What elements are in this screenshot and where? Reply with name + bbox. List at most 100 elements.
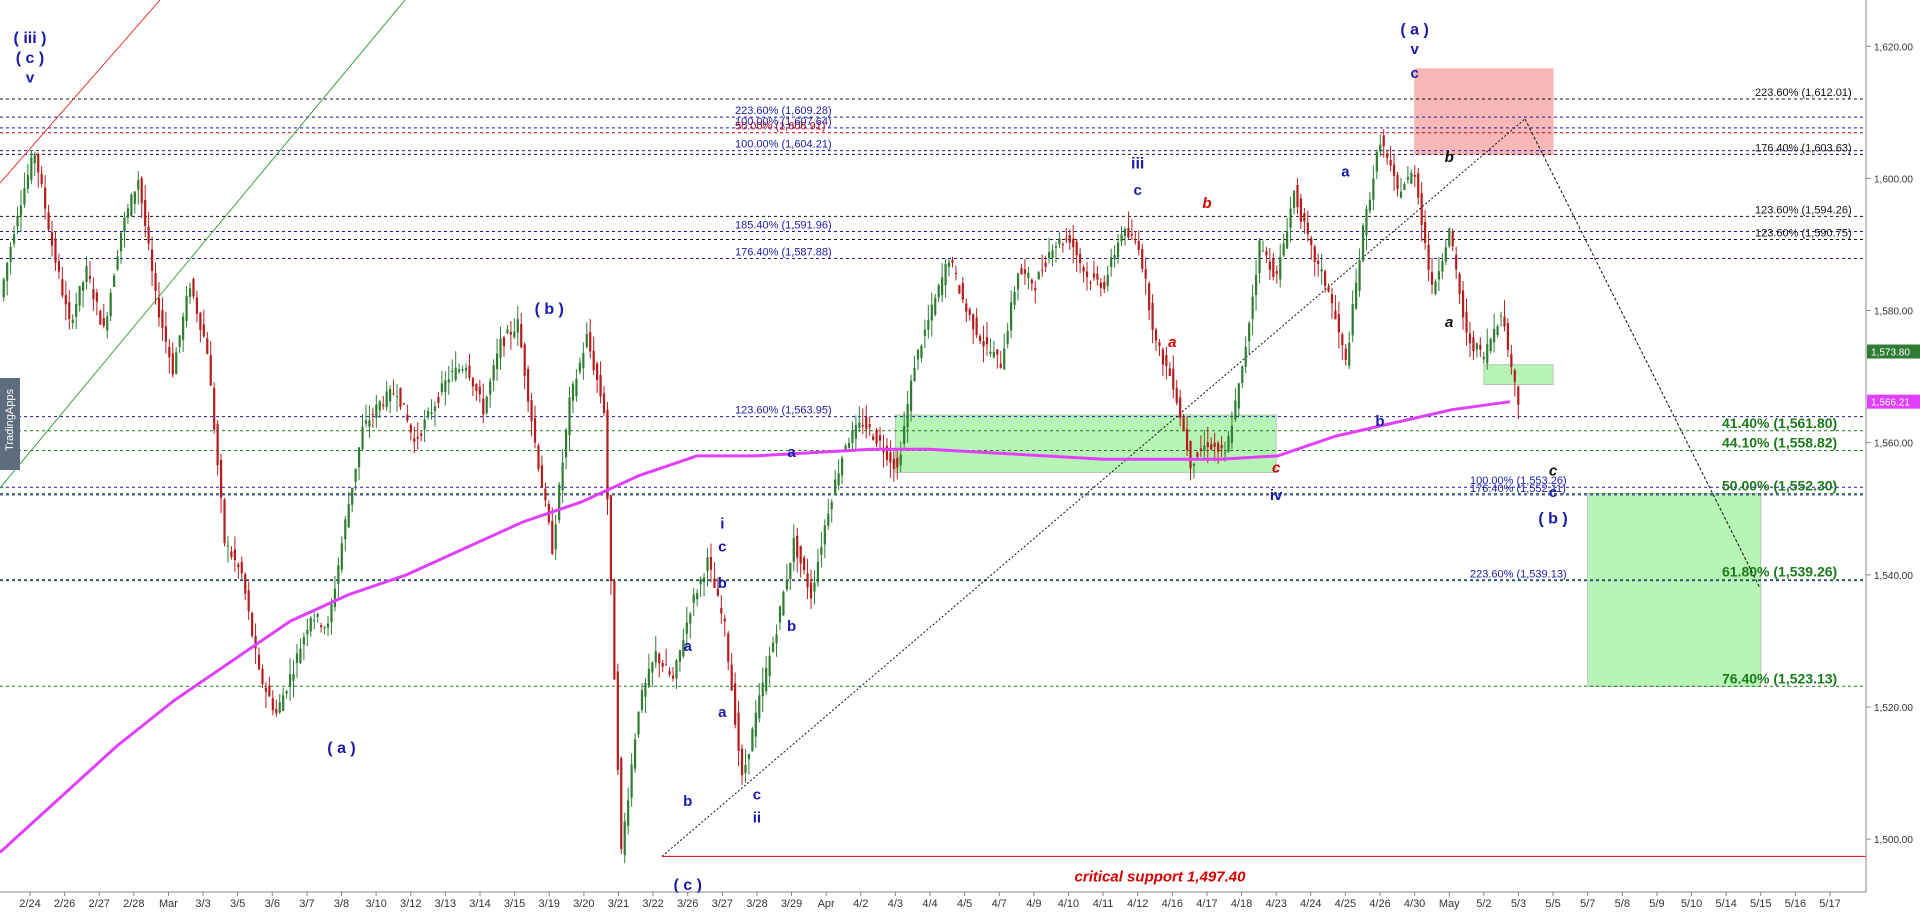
candle-body [1148,283,1151,311]
candle-body [768,655,771,676]
price-tick-label: 1,580.00 [1874,307,1913,318]
candle-body [116,256,119,270]
candle-body [875,429,878,444]
price-tick-label: 1,520.00 [1874,703,1913,714]
candle-body [1099,282,1102,288]
candle-body [699,578,702,585]
candle-body [137,180,140,190]
candle-body [1248,323,1251,342]
candle-body [1172,368,1175,390]
candle-body [295,653,299,663]
candle-body [1506,323,1510,350]
candle-body [589,332,592,352]
candle-body [813,582,816,592]
candle-body [1351,304,1354,336]
candle-body [375,404,378,418]
time-tick-label: 2/26 [54,898,75,910]
wave-label: c [718,539,726,556]
time-tick-label: 3/10 [365,898,386,910]
candle-body [399,387,402,407]
wave-label: a [787,444,796,461]
candle-body [854,425,857,439]
candle-body [1013,291,1016,305]
candle-body [95,292,98,302]
candle-body [447,379,450,383]
candle-body [1010,302,1013,331]
candle-body [647,668,650,687]
candle-body [540,465,544,489]
wave-label: iv [1270,487,1283,504]
wave-label: ( b ) [1538,510,1567,527]
candle-body [1254,275,1258,295]
candle-body [219,460,223,498]
candle-body [264,687,268,692]
candle-body [275,709,278,714]
candle-body [1103,281,1106,289]
time-tick-label: 3/7 [299,898,314,910]
candle-body [1082,267,1085,272]
candle-body [1417,173,1420,198]
candle-body [16,215,19,227]
candle-body [354,468,357,483]
candle-body [206,338,209,354]
candle-body [1161,349,1165,365]
candle-body [133,191,136,204]
time-tick-label: 5/14 [1715,898,1736,910]
candle-body [71,319,74,324]
candle-body [171,353,174,375]
candle-body [1372,178,1375,200]
candle-body [478,386,481,395]
candle-body [164,326,167,342]
green-small-box [1483,364,1554,386]
time-tick-label: 3/19 [539,898,560,910]
candle-body [1065,238,1068,240]
candle-body [575,378,578,397]
candle-body [1386,153,1389,158]
candle-body [1210,444,1213,450]
candle-body [1368,199,1372,211]
candle-body [1165,354,1168,367]
candle-body [992,351,995,358]
candle-body [458,369,461,372]
candle-body [989,351,992,354]
candle-body [627,800,630,827]
time-tick-label: 4/4 [922,898,937,910]
candle-body [906,403,909,428]
green-target-box [1587,493,1762,688]
candle-body [761,682,764,697]
candle-body [889,452,892,463]
candle-body [868,424,871,428]
candle-body [1330,294,1334,304]
candle-body [744,764,747,774]
candle-body [299,648,302,664]
level-label: 76.40% (1,523.13) [1722,670,1837,686]
candle-body [568,397,571,436]
candle-body [665,664,668,666]
wave-label: c [1549,463,1558,480]
candle-body [423,419,426,430]
candle-body [337,565,340,584]
wave-label: iii [1131,155,1144,172]
time-tick-label: 5/17 [1819,898,1840,910]
candle-body [185,295,188,322]
candle-body [675,660,678,679]
candle-body [271,698,274,711]
time-tick-label: 3/14 [469,898,490,910]
candles-layer [2,128,1520,864]
candle-body [899,454,902,466]
candle-body [485,396,488,413]
wave-label: c [1549,484,1557,501]
candle-body [19,205,23,216]
wave-label: ( b ) [535,301,564,318]
candle-body [1389,159,1392,166]
candle-body [702,577,706,583]
candle-body [313,620,316,622]
trendlines-layer [0,0,1761,857]
candle-body [389,389,392,402]
wave-label: ( a ) [327,740,355,757]
candle-body [620,757,623,849]
candle-body [1272,258,1275,278]
candle-body [685,622,688,634]
time-tick-label: May [1439,898,1460,910]
